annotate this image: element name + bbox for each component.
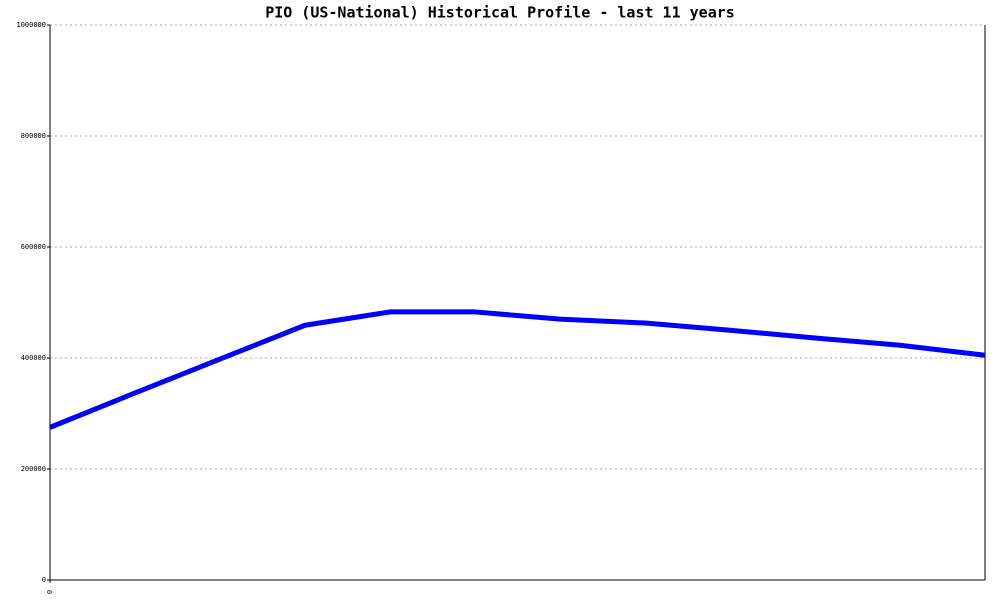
chart-title: PIO (US-National) Historical Profile - l…	[265, 4, 735, 22]
y-tick-label: 1000000	[16, 21, 46, 29]
y-tick-label: 0	[42, 576, 46, 584]
y-tick-label: 600000	[21, 243, 46, 251]
y-tick-label: 800000	[21, 132, 46, 140]
x-tick-label: 0	[46, 590, 54, 594]
series-line	[49, 309, 986, 430]
y-tick-label: 200000	[21, 465, 46, 473]
y-tick-label: 400000	[21, 354, 46, 362]
